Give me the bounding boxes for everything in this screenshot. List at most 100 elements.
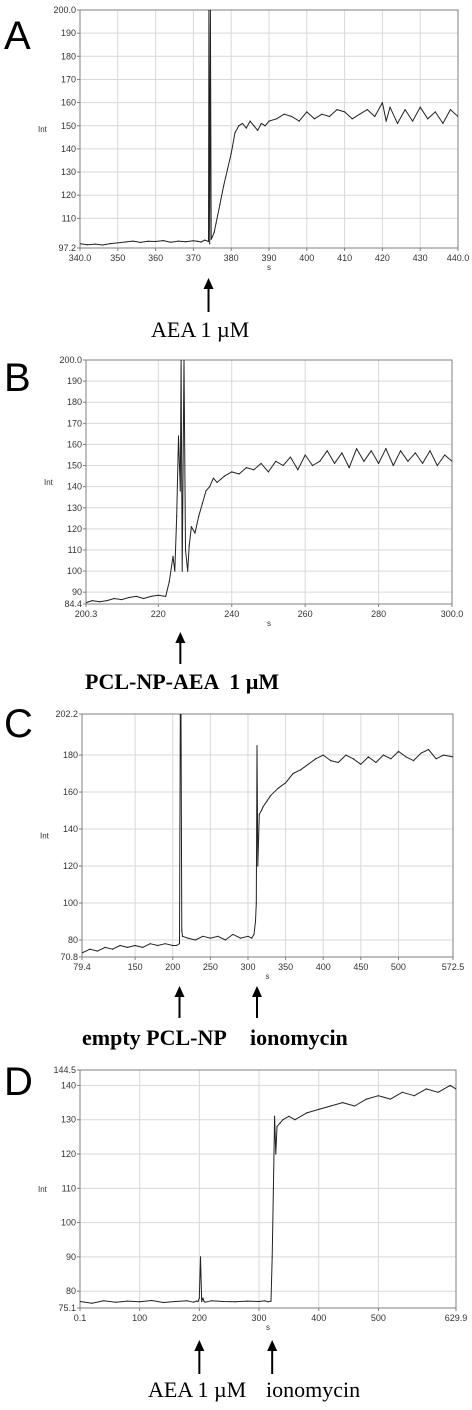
x-tick-label: 260 xyxy=(298,609,313,619)
x-tick-label: 300 xyxy=(252,1313,267,1323)
data-point xyxy=(180,714,182,715)
panel-c: C 79.4 150 200 250 300 350 400 450 500 572.5 70.8 8… xyxy=(0,700,472,1060)
y-tick-label: 70.8 xyxy=(60,952,78,962)
annotation-arrow-head xyxy=(174,986,185,997)
data-point xyxy=(174,1300,177,1303)
data-point xyxy=(275,118,278,120)
data-point xyxy=(199,1256,202,1258)
x-tick-label: 410 xyxy=(337,253,352,263)
y-tick-label: 120 xyxy=(61,190,76,200)
data-point xyxy=(306,1112,308,1114)
data-point xyxy=(360,763,362,765)
data-point xyxy=(355,448,358,450)
data-point xyxy=(175,944,178,947)
data-point xyxy=(91,1302,93,1304)
y-tick-label: 100 xyxy=(63,898,78,908)
data-point xyxy=(127,1300,129,1302)
data-point xyxy=(192,240,194,242)
x-tick-label: 500 xyxy=(391,962,406,972)
panel-d: D 0.1 100 200 300 400 500 629.9 75.1 80 90 100 110 1… xyxy=(0,1060,472,1410)
data-point xyxy=(232,933,234,936)
data-point xyxy=(277,787,279,789)
y-tick-label: 170 xyxy=(67,418,82,428)
data-point xyxy=(255,902,257,904)
data-point xyxy=(213,231,215,233)
data-point xyxy=(89,948,91,950)
data-point xyxy=(194,532,196,534)
data-point xyxy=(321,113,323,115)
data-point xyxy=(319,460,321,462)
data-point xyxy=(260,122,263,125)
y-tick-label: 140 xyxy=(61,144,76,154)
data-point xyxy=(264,125,266,127)
y-tick-label: 100 xyxy=(61,1218,76,1228)
data-point xyxy=(207,240,210,243)
annotation-empty-pcl-np: empty PCL-NP xyxy=(82,1025,227,1050)
data-point xyxy=(451,460,452,462)
data-point xyxy=(282,1119,284,1121)
y-tick-label: 80 xyxy=(66,1286,76,1296)
data-point xyxy=(262,806,264,808)
data-point xyxy=(401,1091,403,1093)
data-point xyxy=(187,570,189,572)
data-point xyxy=(223,185,225,187)
annotation-aea: AEA 1 µM xyxy=(151,317,250,342)
panel-label-c: C xyxy=(4,702,33,746)
data-point xyxy=(172,944,174,947)
y-tick-label: 202.2 xyxy=(55,709,78,719)
data-point xyxy=(188,545,190,547)
annotation-arrow-head xyxy=(267,1340,278,1351)
data-point xyxy=(297,469,299,471)
panel-b: B 200.3 220 240 260 280 300.0 84.4 90 100 110 120 1… xyxy=(0,350,472,700)
x-tick-label: 79.4 xyxy=(73,962,91,972)
data-point xyxy=(198,515,200,517)
x-tick-label: 400 xyxy=(316,962,331,972)
data-point xyxy=(429,450,431,452)
data-point xyxy=(192,1301,194,1303)
data-point xyxy=(407,460,409,462)
data-point xyxy=(254,920,257,923)
data-point xyxy=(414,452,416,454)
data-point xyxy=(318,1108,320,1111)
data-point xyxy=(143,597,145,600)
x-tick-label: 370 xyxy=(186,253,201,263)
plot-frame xyxy=(79,1069,457,1309)
y-tick-label: 144.5 xyxy=(53,1065,76,1075)
data-point xyxy=(209,937,211,939)
data-point xyxy=(94,243,96,245)
y-tick-label: 140 xyxy=(63,824,78,834)
data-point xyxy=(197,1300,199,1303)
x-tick-label: 390 xyxy=(261,253,276,263)
data-point xyxy=(266,800,268,802)
data-point xyxy=(106,600,108,602)
data-point xyxy=(128,596,130,599)
data-point xyxy=(412,760,415,762)
data-point xyxy=(363,460,365,462)
data-point xyxy=(282,464,284,467)
data-point xyxy=(201,1300,203,1303)
data-point xyxy=(404,108,406,111)
x-tick-label: 200.3 xyxy=(75,609,98,619)
data-point xyxy=(209,243,211,245)
data-point xyxy=(247,935,249,937)
data-point xyxy=(289,456,292,458)
y-tick-label: 190 xyxy=(67,376,82,386)
data-point xyxy=(449,108,452,111)
data-point xyxy=(86,244,89,246)
y-tick-label: 140 xyxy=(67,482,82,492)
data-point xyxy=(389,106,391,108)
data-point xyxy=(139,1301,141,1303)
x-tick-label: 250 xyxy=(203,962,218,972)
data-point xyxy=(291,115,293,118)
data-point xyxy=(226,169,229,171)
data-point xyxy=(413,1095,415,1097)
y-tick-label: 160 xyxy=(63,787,78,797)
y-tick-label: 75.1 xyxy=(58,1303,76,1313)
data-point xyxy=(176,515,178,517)
data-point xyxy=(96,950,99,952)
x-tick-label: 240 xyxy=(224,609,239,619)
data-point xyxy=(457,115,458,118)
data-point xyxy=(375,761,377,764)
data-point xyxy=(330,1105,332,1107)
data-point xyxy=(258,1300,260,1303)
